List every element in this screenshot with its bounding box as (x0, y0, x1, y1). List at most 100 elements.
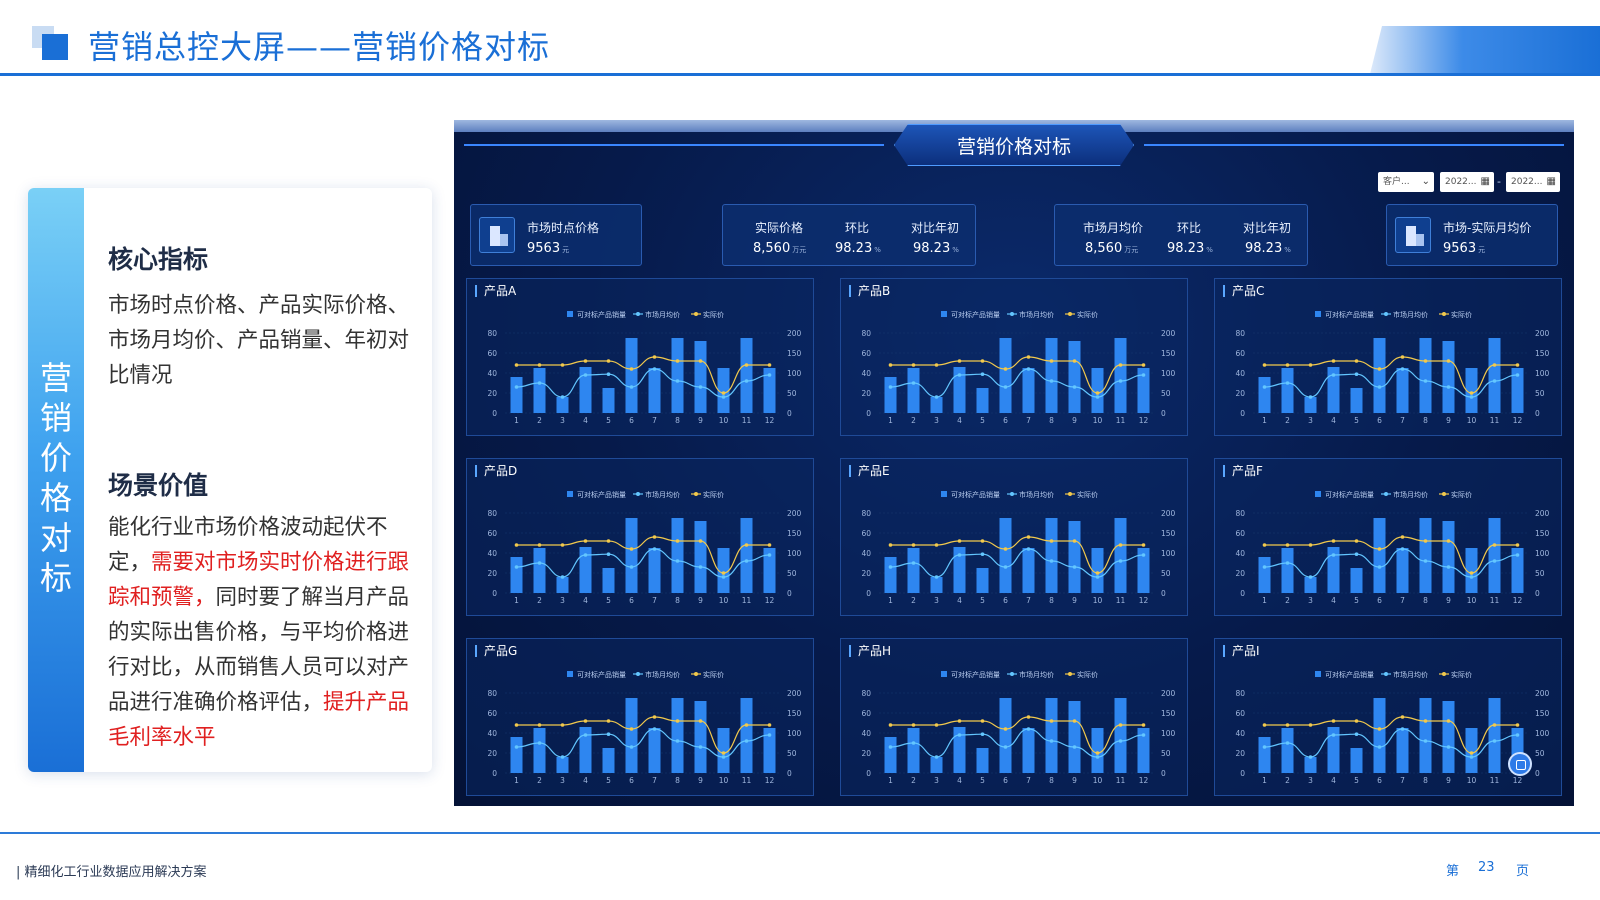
y-tick-right: 0 (1535, 769, 1540, 778)
kpi-value: 98.23% (1245, 241, 1291, 256)
actual-price-point (606, 719, 611, 723)
market-avg-point (767, 553, 772, 557)
legend-marker (1010, 672, 1014, 676)
x-tick-label: 10 (1467, 776, 1477, 785)
x-tick-label: 9 (1446, 416, 1451, 425)
x-tick-label: 5 (980, 416, 985, 425)
actual-price-point (583, 539, 588, 543)
x-tick-label: 12 (765, 596, 775, 605)
sales-bar (953, 367, 966, 413)
x-tick-label: 4 (1331, 596, 1336, 605)
actual-price-point (583, 719, 588, 723)
actual-price-point (1141, 363, 1146, 367)
x-tick-label: 1 (514, 776, 519, 785)
x-tick-label: 6 (629, 596, 634, 605)
actual-price-point (1331, 539, 1336, 543)
x-tick-label: 6 (1377, 776, 1382, 785)
y-tick-right: 150 (1161, 709, 1176, 718)
y-tick-right: 0 (787, 589, 792, 598)
y-tick-left: 80 (861, 689, 871, 698)
scenario-highlight: 需要对市场实时价格进行跟踪和预警， (108, 550, 410, 610)
actual-price-line (890, 536, 1144, 574)
y-tick-right: 0 (1161, 589, 1166, 598)
actual-price-point (957, 539, 962, 543)
market-avg-point (583, 553, 588, 557)
y-tick-left: 60 (1235, 529, 1245, 538)
kpi-value: 8,560 万元 (753, 241, 806, 256)
y-tick-left: 20 (1235, 749, 1245, 758)
scenario-value-text: 能化行业市场价格波动起伏不定，需要对市场实时价格进行跟踪和预警，同时要了解当月产… (108, 510, 426, 755)
market-avg-line (516, 368, 770, 398)
legend-swatch (1315, 311, 1321, 317)
actual-price-point (1095, 391, 1100, 395)
sales-bar (556, 397, 569, 413)
market-avg-point (1072, 745, 1077, 749)
actual-price-point (1141, 543, 1146, 547)
actual-price-point (767, 543, 772, 547)
market-avg-point (980, 372, 985, 376)
x-tick-label: 7 (1400, 416, 1405, 425)
actual-price-point (560, 723, 565, 727)
x-tick-label: 12 (1513, 416, 1523, 425)
actual-price-line (1264, 716, 1518, 754)
x-tick-label: 11 (1490, 776, 1500, 785)
date-from-value: 2022... (1445, 177, 1477, 187)
sales-bar (510, 737, 523, 773)
chart-panel-product-c: 产品C 可对标产品销量 市场月均价 实际价 80 60 40 20 0 200 150 100 50 0 1… (1214, 278, 1562, 436)
x-tick-label: 7 (1400, 596, 1405, 605)
market-avg-point (1400, 367, 1405, 371)
actual-price-point (721, 571, 726, 575)
sales-bar (510, 557, 523, 593)
actual-price-point (629, 547, 634, 551)
y-tick-right: 50 (1161, 389, 1171, 398)
market-avg-point (888, 385, 893, 389)
y-tick-right: 200 (1535, 329, 1550, 338)
x-tick-label: 2 (1285, 416, 1290, 425)
market-avg-point (744, 739, 749, 743)
floating-action-button[interactable] (1508, 752, 1532, 776)
x-tick-label: 6 (1377, 596, 1382, 605)
slide-header: 营销总控大屏——营销价格对标 (0, 0, 1600, 78)
x-tick-label: 4 (583, 776, 588, 785)
chart-panel-product-f: 产品F 可对标产品销量 市场月均价 实际价 80 60 40 20 0 200 150 100 50 0 1… (1214, 458, 1562, 616)
legend-marker (694, 672, 698, 676)
sales-bar (1045, 698, 1058, 773)
legend-marker (1068, 312, 1072, 316)
y-tick-right: 150 (1535, 709, 1550, 718)
date-to-picker[interactable]: 2022... ▦ (1506, 172, 1560, 192)
actual-price-point (1423, 719, 1428, 723)
title-wing-right (1144, 144, 1564, 146)
actual-price-point (1118, 543, 1123, 547)
sales-bar (1488, 338, 1501, 413)
x-tick-label: 3 (560, 596, 565, 605)
market-avg-line (890, 368, 1144, 398)
actual-price-point (1003, 727, 1008, 731)
sales-bar (510, 377, 523, 413)
sales-bar (884, 737, 897, 773)
date-from-picker[interactable]: 2022... ▦ (1440, 172, 1494, 192)
x-tick-label: 5 (980, 776, 985, 785)
y-tick-left: 20 (487, 569, 497, 578)
y-tick-right: 200 (1161, 509, 1176, 518)
sales-bar (1373, 338, 1386, 413)
legend-label: 实际价 (703, 490, 724, 499)
page-title: 营销总控大屏——营销价格对标 (88, 28, 551, 66)
kpi-unit: % (874, 246, 881, 254)
y-tick-left: 20 (861, 749, 871, 758)
y-tick-left: 40 (861, 729, 871, 738)
sales-bar (1373, 518, 1386, 593)
sales-bar (1091, 728, 1104, 773)
y-tick-left: 60 (487, 709, 497, 718)
x-tick-label: 1 (1262, 596, 1267, 605)
actual-price-point (560, 543, 565, 547)
market-avg-point (744, 379, 749, 383)
market-avg-point (537, 741, 542, 745)
scenario-highlight: 提升产品毛利率水平 (108, 690, 410, 750)
actual-price-point (1446, 719, 1451, 723)
market-avg-point (1446, 745, 1451, 749)
chart-title: 产品D (475, 465, 517, 477)
actual-price-point (1308, 723, 1313, 727)
customer-select[interactable]: 客户... ⌄ (1378, 172, 1434, 192)
chart-panel-product-a: 产品A 可对标产品销量 市场月均价 实际价 80 60 40 20 0 200 150 100 50 0 1… (466, 278, 814, 436)
